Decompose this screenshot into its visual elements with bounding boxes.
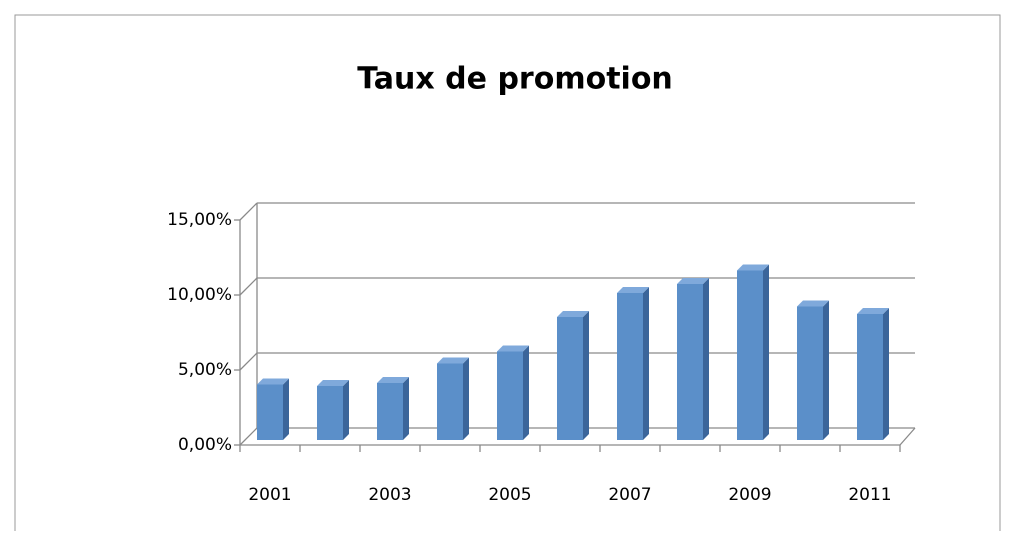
bar-top [377,377,409,383]
y-tick-label: 0,00% [178,435,232,455]
bar-top [737,264,769,271]
bar-top [257,378,289,385]
bar-front [617,293,643,440]
bar-front [797,306,823,440]
bar-side [643,287,649,440]
bar [857,308,889,440]
bar [797,300,829,440]
x-tick-label: 2007 [608,485,651,505]
bar [677,278,709,440]
bar-front [677,284,703,440]
bar-top [317,380,349,386]
bar-side [403,377,409,440]
bar [317,380,349,440]
y-tick-label: 10,00% [167,285,232,305]
bar [617,287,649,440]
bar-front [377,383,403,440]
y-tick-label: 5,00% [178,360,232,380]
x-tick-label: 2003 [368,485,411,505]
bar-front [857,314,883,440]
bar-front [557,317,583,440]
bar-top [797,300,829,307]
bar-side [283,378,289,440]
x-tick-label: 2011 [848,485,891,505]
bar-front [437,363,463,440]
bar-side [883,308,889,440]
bar-top [857,308,889,314]
bar-front [737,270,763,440]
bar [737,264,769,440]
bar-side [703,278,709,440]
chart-title: Taux de promotion [357,62,673,97]
bar-front [317,386,343,440]
bar [557,311,589,440]
x-tick-label: 2005 [488,485,531,505]
bar [497,345,529,440]
bar-side [823,300,829,440]
bar [377,377,409,440]
bar-side [763,264,769,440]
bar-front [497,351,523,440]
bar [437,357,469,440]
floor-edge [899,427,916,446]
bar-side [583,311,589,440]
grid-line [239,427,258,446]
bar-top [497,345,529,352]
grid-line [239,352,258,371]
bar-top [557,311,589,317]
grid-line [239,277,258,296]
bar-side [343,380,349,440]
chart-border [14,14,1001,535]
x-tick-label: 2001 [248,485,291,505]
grid-line [239,202,258,221]
bar-top [617,287,649,293]
y-tick-label: 15,00% [167,210,232,230]
bar [257,378,289,440]
x-tick-label: 2009 [728,485,771,505]
bar-side [523,345,529,440]
bar-front [257,384,283,440]
bar-top [437,357,469,364]
bar-side [463,357,469,440]
bar-top [677,278,709,284]
